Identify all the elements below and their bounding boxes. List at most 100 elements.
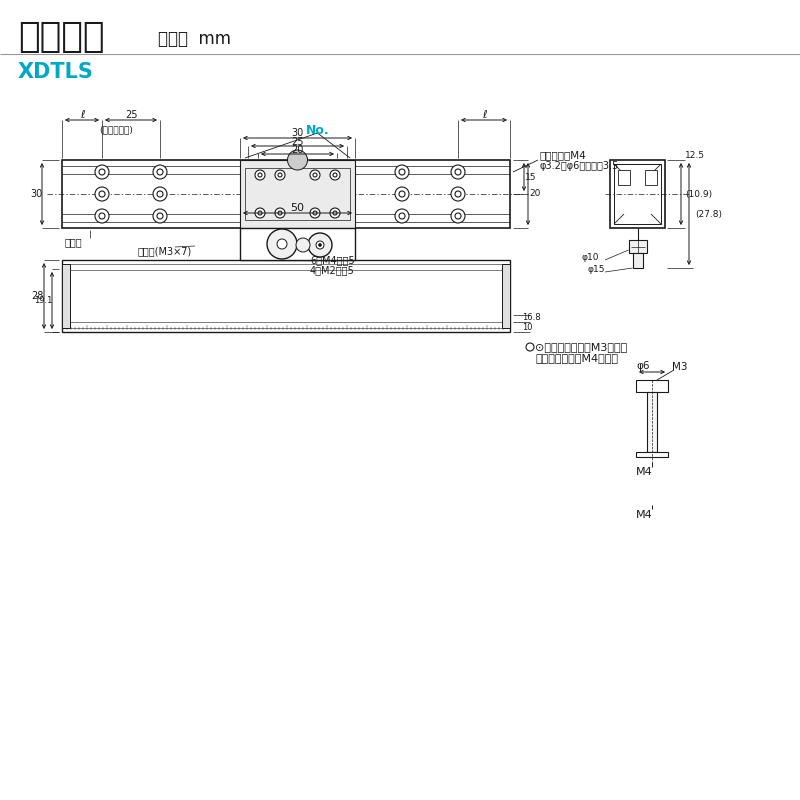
Text: 50: 50 — [290, 203, 305, 213]
Text: ℓ: ℓ — [482, 110, 486, 120]
Circle shape — [333, 211, 337, 215]
Bar — [62, 160, 510, 228]
Circle shape — [95, 165, 109, 179]
Bar — [618, 170, 630, 185]
Text: M3: M3 — [672, 362, 687, 372]
Text: 安装孔: 安装孔 — [65, 237, 82, 247]
Bar — [62, 260, 510, 332]
Circle shape — [277, 239, 287, 249]
Text: 20: 20 — [530, 190, 541, 198]
Text: (27.8): (27.8) — [695, 210, 722, 218]
Circle shape — [267, 229, 297, 259]
Circle shape — [99, 169, 105, 175]
Circle shape — [313, 211, 317, 215]
Text: 25: 25 — [125, 110, 138, 120]
Circle shape — [399, 169, 405, 175]
Text: 30: 30 — [30, 189, 42, 199]
Bar — [270, 238, 280, 248]
Text: ℓ: ℓ — [80, 110, 84, 120]
Text: XDTLS: XDTLS — [18, 62, 94, 82]
Bar — [315, 238, 325, 248]
Circle shape — [333, 173, 337, 177]
Circle shape — [455, 213, 461, 219]
Text: φ10: φ10 — [582, 254, 599, 262]
Text: φ15: φ15 — [588, 266, 606, 274]
Circle shape — [255, 208, 265, 218]
Circle shape — [451, 187, 465, 201]
Text: (安装孔间距): (安装孔间距) — [99, 126, 133, 134]
Text: 20: 20 — [291, 145, 304, 155]
Circle shape — [330, 170, 340, 180]
Circle shape — [95, 209, 109, 223]
Circle shape — [316, 241, 324, 249]
Bar — [250, 238, 260, 248]
Circle shape — [95, 187, 109, 201]
Bar — [252, 248, 258, 260]
Circle shape — [296, 238, 310, 252]
Circle shape — [99, 213, 105, 219]
Circle shape — [99, 191, 105, 197]
Circle shape — [153, 187, 167, 201]
Text: 6－M4深度5: 6－M4深度5 — [310, 255, 354, 265]
Circle shape — [399, 191, 405, 197]
Text: 28: 28 — [31, 291, 43, 301]
Circle shape — [318, 243, 322, 246]
Text: M4: M4 — [636, 510, 652, 520]
Bar — [245, 168, 350, 220]
Circle shape — [258, 173, 262, 177]
Circle shape — [278, 173, 282, 177]
Circle shape — [451, 165, 465, 179]
Bar — [337, 248, 343, 260]
Bar — [647, 392, 657, 452]
Circle shape — [258, 211, 262, 215]
Circle shape — [275, 208, 285, 218]
Circle shape — [287, 150, 307, 170]
Circle shape — [308, 233, 332, 257]
Circle shape — [255, 170, 265, 180]
Circle shape — [157, 169, 163, 175]
Circle shape — [451, 209, 465, 223]
Text: 10: 10 — [522, 322, 533, 331]
Circle shape — [526, 343, 534, 351]
Circle shape — [153, 209, 167, 223]
Bar — [335, 238, 345, 248]
Bar — [317, 248, 323, 260]
Bar — [614, 164, 661, 224]
Circle shape — [395, 187, 409, 201]
Bar — [645, 170, 657, 185]
Text: ⊙表面安装请使用M3螺丝，: ⊙表面安装请使用M3螺丝， — [535, 342, 627, 352]
Text: 4－M2深度5: 4－M2深度5 — [310, 265, 354, 275]
Circle shape — [153, 165, 167, 179]
Circle shape — [455, 191, 461, 197]
Circle shape — [395, 209, 409, 223]
Circle shape — [157, 191, 163, 197]
Bar — [502, 264, 510, 328]
Bar — [272, 248, 278, 260]
Text: 尺寸规格: 尺寸规格 — [18, 20, 105, 54]
Text: 16.8: 16.8 — [522, 314, 541, 322]
Text: 30: 30 — [291, 128, 304, 138]
Circle shape — [330, 208, 340, 218]
Text: (10.9): (10.9) — [686, 190, 713, 198]
Circle shape — [310, 170, 320, 180]
Bar — [636, 452, 668, 457]
Circle shape — [399, 213, 405, 219]
Circle shape — [313, 173, 317, 177]
Circle shape — [157, 213, 163, 219]
Bar — [240, 228, 355, 260]
Text: 19.1: 19.1 — [34, 296, 52, 305]
Bar — [240, 160, 355, 228]
Circle shape — [310, 208, 320, 218]
Text: 背面安装请使用M4螺丝。: 背面安装请使用M4螺丝。 — [535, 353, 618, 363]
Text: M4: M4 — [636, 467, 652, 477]
Bar — [636, 380, 668, 392]
Text: 固定夹(M3×7): 固定夹(M3×7) — [138, 246, 192, 256]
Text: 25: 25 — [291, 137, 304, 147]
Bar — [62, 264, 70, 328]
Bar — [629, 240, 646, 253]
Text: φ6: φ6 — [636, 361, 650, 371]
Bar — [610, 160, 665, 228]
Bar — [633, 253, 642, 268]
Circle shape — [395, 165, 409, 179]
Text: No.: No. — [306, 123, 330, 137]
